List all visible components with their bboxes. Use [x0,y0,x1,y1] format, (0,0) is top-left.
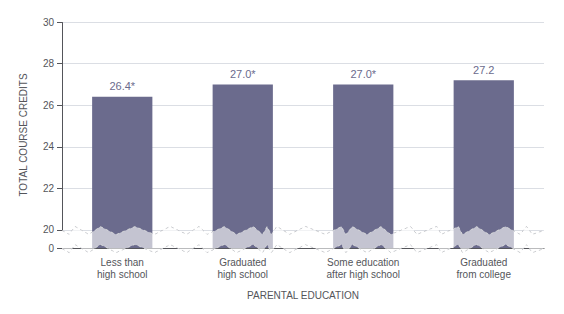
svg-text:after high school: after high school [327,269,400,280]
svg-text:27.0*: 27.0* [230,68,256,80]
svg-text:Graduated: Graduated [219,257,266,268]
svg-text:28: 28 [43,58,55,69]
svg-text:20: 20 [43,224,55,235]
svg-text:PARENTAL EDUCATION: PARENTAL EDUCATION [247,290,359,301]
svg-text:26.4*: 26.4* [109,80,135,92]
svg-text:24: 24 [43,141,55,152]
svg-text:30: 30 [43,17,55,28]
svg-text:27.2: 27.2 [473,64,494,76]
svg-text:Some education: Some education [327,257,399,268]
svg-text:high school: high school [217,269,268,280]
svg-text:Less than: Less than [101,257,144,268]
svg-text:22: 22 [43,183,55,194]
svg-text:from college: from college [457,269,512,280]
svg-text:TOTAL COURSE CREDITS: TOTAL COURSE CREDITS [18,73,29,196]
svg-text:high school: high school [97,269,148,280]
svg-text:26: 26 [43,100,55,111]
svg-text:Graduated: Graduated [460,257,507,268]
svg-text:27.0*: 27.0* [350,68,376,80]
svg-text:0: 0 [48,243,54,254]
